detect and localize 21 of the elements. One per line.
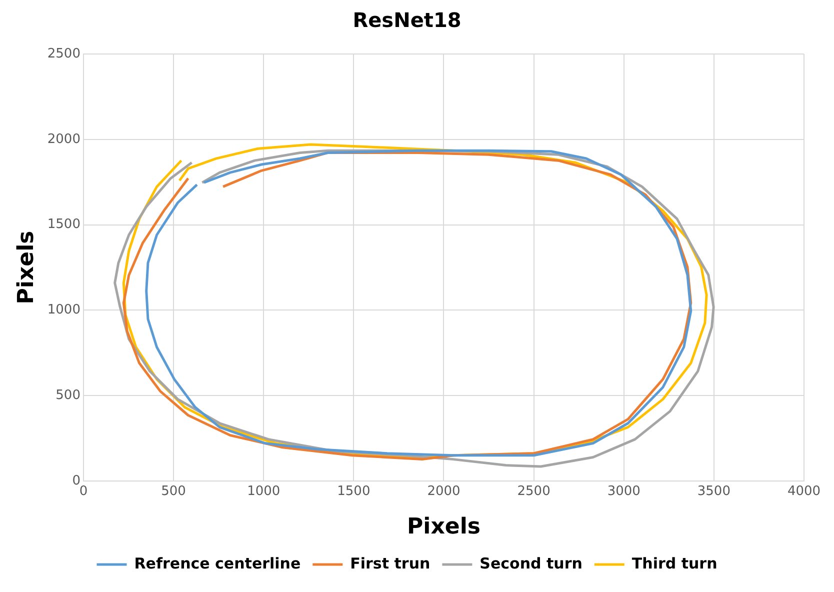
- y-tick-label: 2000: [47, 132, 80, 147]
- legend-label: First trun: [350, 554, 430, 572]
- x-tick-label: 2000: [427, 484, 460, 500]
- y-tick-label: 1000: [47, 302, 80, 318]
- x-tick-label: 3500: [697, 484, 730, 500]
- y-tick-label: 1500: [47, 217, 80, 232]
- chart-title: ResNet18: [352, 8, 462, 32]
- x-tick-label: 500: [161, 484, 186, 500]
- x-tick-label: 3000: [607, 484, 640, 500]
- legend-label: Third turn: [632, 554, 718, 572]
- y-tick-label: 2500: [47, 46, 80, 62]
- legend-label: Refrence centerline: [134, 554, 301, 572]
- x-axis-title: Pixels: [407, 514, 480, 540]
- x-tick-label: 4000: [787, 484, 821, 500]
- legend-label: Second turn: [480, 554, 582, 572]
- y-tick-label: 500: [56, 388, 80, 403]
- x-tick-label: 1500: [337, 484, 370, 500]
- y-tick-label: 0: [72, 473, 80, 488]
- y-axis-title: Pixels: [14, 230, 39, 304]
- x-tick-label: 2500: [517, 484, 550, 500]
- x-tick-label: 1000: [247, 484, 280, 500]
